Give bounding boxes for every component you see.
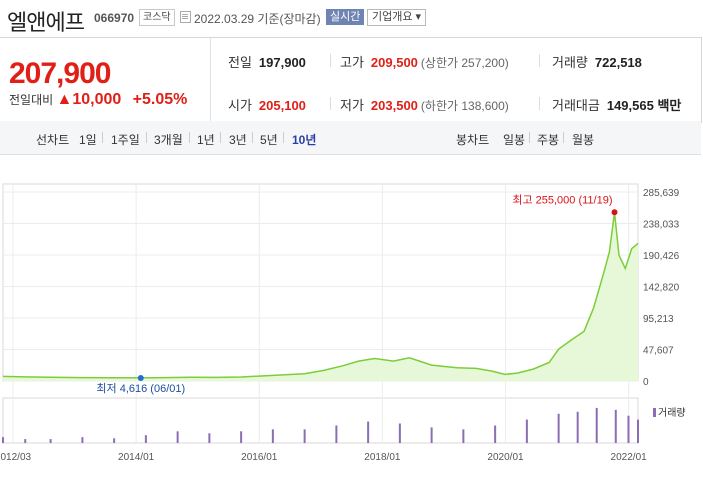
volume: 거래량 722,518: [552, 55, 642, 70]
price-area: [3, 212, 638, 381]
base-date: 2022.03.29 기준(장마감): [194, 12, 321, 26]
volume-bar: [303, 429, 306, 443]
change-rate: +5.05%: [132, 91, 188, 108]
open-price: 시가 205,100: [228, 98, 306, 113]
x-tick-label: 2016/01: [241, 452, 278, 463]
x-tick-label: 2020/01: [487, 452, 524, 463]
period-selector: 선차트 1일 1주일 3개월 1년 3년 5년 10년 봉차트 일봉 주봉 월봉: [0, 121, 701, 155]
divider: [189, 132, 190, 143]
divider: [563, 132, 564, 143]
period-1d[interactable]: 1일: [79, 133, 97, 147]
divider: [210, 38, 211, 122]
divider: [220, 132, 221, 143]
volume-bar: [367, 421, 370, 443]
candle-monthly[interactable]: 월봉: [572, 133, 595, 147]
divider: [539, 97, 540, 110]
stock-header: 엘앤에프 066970 코스닥 2022.03.29 기준(장마감) 실시간 기…: [0, 0, 703, 35]
volume-bar: [240, 431, 243, 443]
volume-bar: [113, 438, 116, 443]
period-1w[interactable]: 1주일: [111, 133, 140, 147]
divider: [146, 132, 147, 143]
divider: [330, 54, 331, 67]
market-badge: 코스닥: [139, 9, 175, 26]
volume-bar: [557, 413, 560, 443]
volume-bar: [614, 409, 617, 443]
low-marker: [137, 374, 144, 381]
volume-bar: [494, 425, 497, 443]
volume-bar: [49, 439, 52, 443]
x-tick-label: 2012/03: [0, 452, 32, 463]
stock-name: 엘앤에프: [7, 10, 85, 35]
quote-panel: 207,900 전일대비 ▲10,000 +5.05% 전일 197,900 고가…: [0, 37, 702, 123]
candle-daily[interactable]: 일봉: [503, 133, 526, 147]
volume-bar: [595, 407, 598, 443]
volume-bar: [271, 429, 274, 443]
volume-bar: [335, 425, 338, 443]
divider: [539, 54, 540, 67]
up-arrow-icon: ▲: [56, 91, 73, 108]
volume-bar: [462, 429, 465, 443]
period-3m[interactable]: 3개월: [154, 133, 183, 147]
volume-bar: [627, 415, 630, 443]
divider: [529, 132, 530, 143]
x-tick-label: 2014/01: [118, 452, 155, 463]
current-price: 207,900: [9, 57, 111, 90]
price-chart[interactable]: 285,639 238,033 190,426 142,820 95,213 47,607…: [0, 154, 703, 487]
divider: [252, 132, 253, 143]
x-tick-label: 2018/01: [364, 452, 401, 463]
y-tick-label: 142,820: [643, 283, 680, 294]
y-tick-label: 285,639: [643, 188, 680, 199]
document-icon: [180, 11, 191, 23]
realtime-button[interactable]: 실시간: [326, 9, 365, 25]
volume-legend: 거래량: [653, 404, 686, 419]
change-row: 전일대비 ▲10,000 +5.05%: [9, 91, 187, 109]
y-tick-label: 238,033: [643, 220, 680, 231]
volume-bar: [637, 419, 639, 443]
price-line: [2, 212, 639, 379]
y-tick-label: 95,213: [643, 314, 674, 325]
x-tick-label: 2022/01: [611, 452, 648, 463]
low-annotation: 최저 4,616 (06/01): [96, 382, 185, 395]
prev-close: 전일 197,900: [228, 55, 306, 70]
trade-amount: 거래대금 149,565 백만: [552, 98, 682, 113]
period-1y[interactable]: 1년: [197, 133, 215, 147]
volume-bar: [576, 411, 579, 443]
company-overview-dropdown[interactable]: 기업개요 ▾: [367, 9, 427, 26]
line-chart-label: 선차트: [36, 133, 70, 147]
volume-bar: [81, 437, 84, 443]
candle-weekly[interactable]: 주봉: [537, 133, 560, 147]
high-marker: [611, 209, 618, 216]
volume-frame: [2, 397, 639, 444]
period-5y[interactable]: 5년: [260, 133, 278, 147]
volume-bar: [2, 437, 4, 443]
period-3y[interactable]: 3년: [229, 133, 247, 147]
low-price: 저가 203,500 (하한가 138,600): [340, 98, 509, 113]
high-price: 고가 209,500 (상한가 257,200): [340, 55, 509, 70]
high-annotation: 최고 255,000 (11/19): [512, 193, 612, 206]
y-tick-label: 0: [643, 377, 649, 388]
volume-bar: [24, 439, 27, 443]
y-tick-label: 47,607: [643, 346, 674, 357]
volume-bar: [430, 427, 433, 443]
plot-frame: [2, 183, 639, 382]
y-tick-label: 190,426: [643, 251, 680, 262]
stock-code: 066970: [94, 11, 135, 25]
divider: [102, 132, 103, 143]
change-label: 전일대비: [9, 93, 54, 107]
volume-bar: [398, 423, 401, 443]
divider: [330, 97, 331, 110]
volume-bar: [144, 435, 147, 443]
divider: [283, 132, 284, 143]
change-value: 10,000: [72, 91, 122, 108]
candle-chart-label: 봉차트: [456, 133, 490, 147]
volume-bar: [525, 419, 528, 443]
volume-bar: [176, 431, 179, 443]
volume-bar: [208, 433, 211, 443]
period-10y[interactable]: 10년: [292, 133, 317, 147]
